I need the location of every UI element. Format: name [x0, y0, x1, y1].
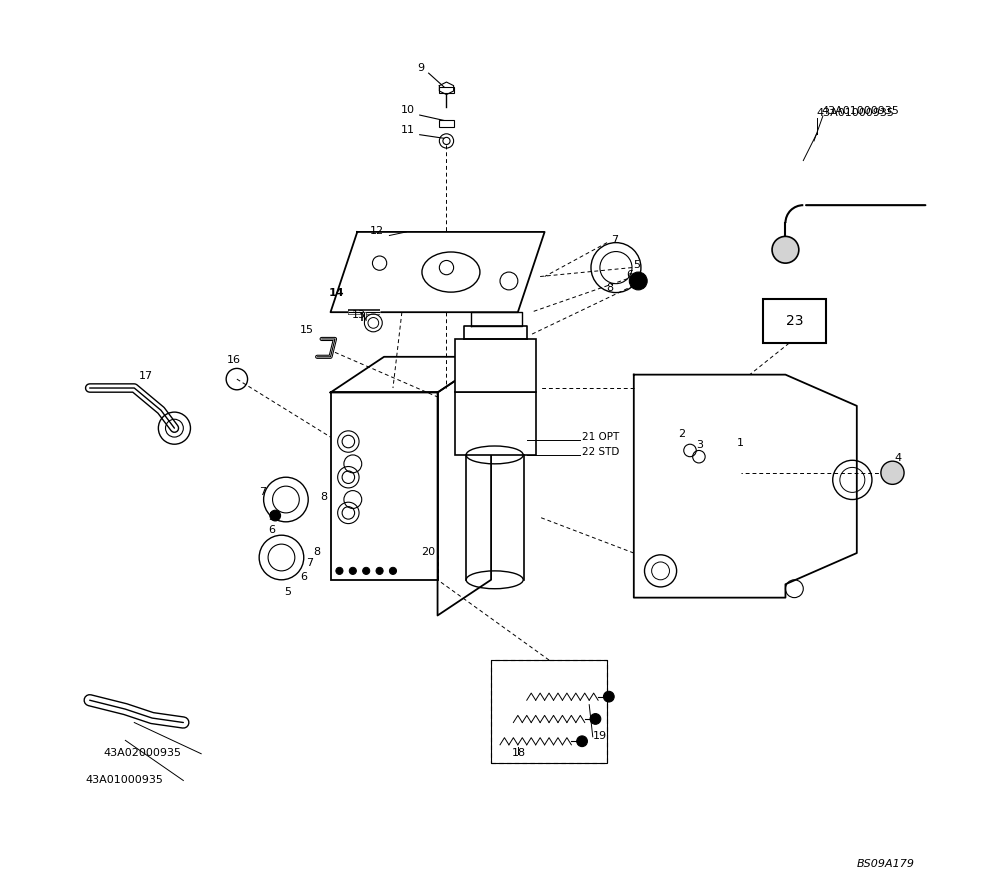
Bar [439, 87, 454, 93]
Text: 6: 6 [626, 270, 633, 280]
Text: 5: 5 [284, 587, 291, 597]
Text: 6: 6 [300, 572, 307, 582]
Text: 18: 18 [512, 747, 526, 757]
Text: 15: 15 [300, 325, 314, 334]
Text: 20: 20 [422, 547, 436, 557]
Circle shape [363, 567, 370, 574]
Text: 43A02000935: 43A02000935 [103, 748, 181, 758]
Text: 12: 12 [370, 226, 384, 235]
Text: 16: 16 [227, 355, 241, 365]
Circle shape [577, 736, 587, 747]
Text: 21 OPT: 21 OPT [582, 432, 619, 442]
Text: 9: 9 [417, 63, 424, 73]
Text: 5: 5 [633, 260, 640, 269]
Bar [491, 660, 607, 763]
Text: 43A01000935: 43A01000935 [821, 106, 899, 116]
Text: 23: 23 [786, 314, 803, 328]
Circle shape [349, 567, 356, 574]
Circle shape [336, 567, 343, 574]
Text: 4: 4 [894, 453, 901, 463]
Text: 11: 11 [400, 125, 414, 135]
Text: 6: 6 [268, 525, 275, 535]
Text: 2: 2 [678, 429, 686, 439]
Text: 1: 1 [736, 438, 743, 448]
Text: 8: 8 [606, 283, 613, 293]
Text: 17: 17 [139, 371, 153, 381]
Bar [439, 120, 454, 127]
Bar [455, 339, 536, 392]
Text: 7: 7 [306, 558, 314, 567]
Circle shape [772, 236, 799, 263]
Circle shape [603, 691, 614, 702]
Circle shape [376, 567, 383, 574]
Text: BS09A179: BS09A179 [857, 859, 915, 869]
Circle shape [590, 714, 601, 724]
Text: 22 STD: 22 STD [582, 447, 619, 457]
FancyBboxPatch shape [763, 299, 826, 343]
Text: 19: 19 [593, 731, 607, 740]
Circle shape [629, 272, 647, 290]
Circle shape [881, 461, 904, 484]
Text: 43A01000935: 43A01000935 [85, 775, 163, 785]
Text: 7: 7 [612, 235, 619, 244]
Text: 8: 8 [314, 547, 321, 557]
Text: 10: 10 [400, 105, 414, 115]
Circle shape [270, 510, 281, 521]
Bar [455, 392, 536, 455]
Circle shape [389, 567, 397, 574]
Text: 14: 14 [329, 288, 344, 298]
Text: 7: 7 [259, 487, 266, 497]
Text: 5: 5 [268, 512, 275, 522]
Text: 13: 13 [352, 310, 366, 320]
Text: 8: 8 [320, 491, 327, 501]
Text: 43A01000935: 43A01000935 [817, 108, 895, 118]
Text: 3: 3 [696, 440, 703, 450]
Bar [331, 392, 438, 580]
